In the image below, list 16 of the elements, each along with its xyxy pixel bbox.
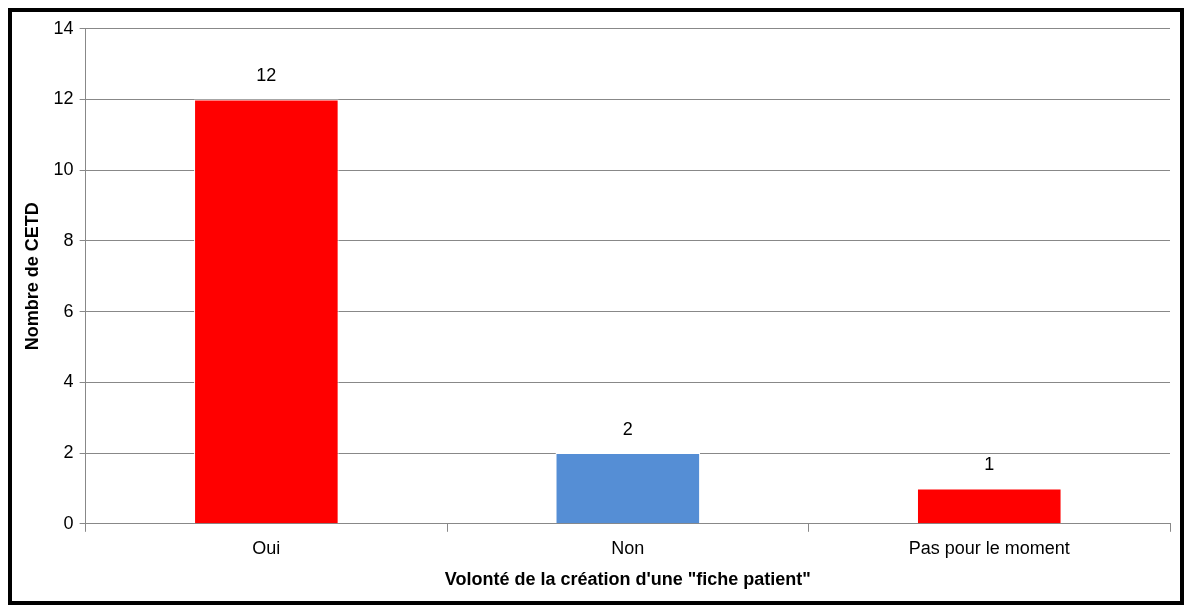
x-axis-title: Volonté de la création d'une "fiche patient" <box>444 569 811 590</box>
data-label: 1 <box>984 454 995 475</box>
data-label: 2 <box>622 419 633 440</box>
y-tick-label: 4 <box>63 371 74 392</box>
y-tick-label: 12 <box>53 88 74 109</box>
data-label: 12 <box>256 65 277 86</box>
x-tick-label: Pas pour le moment <box>908 537 1070 558</box>
y-axis-title: Nombre de CETD <box>21 202 42 351</box>
x-tick-label: Non <box>611 537 645 558</box>
x-tick-label: Oui <box>252 537 281 558</box>
y-tick-label: 10 <box>53 159 74 180</box>
y-tick-label: 0 <box>63 512 74 533</box>
y-tick-label: 14 <box>53 17 74 38</box>
y-tick-label: 6 <box>63 300 74 321</box>
y-tick-label: 8 <box>63 229 74 250</box>
y-tick-label: 2 <box>63 442 74 463</box>
